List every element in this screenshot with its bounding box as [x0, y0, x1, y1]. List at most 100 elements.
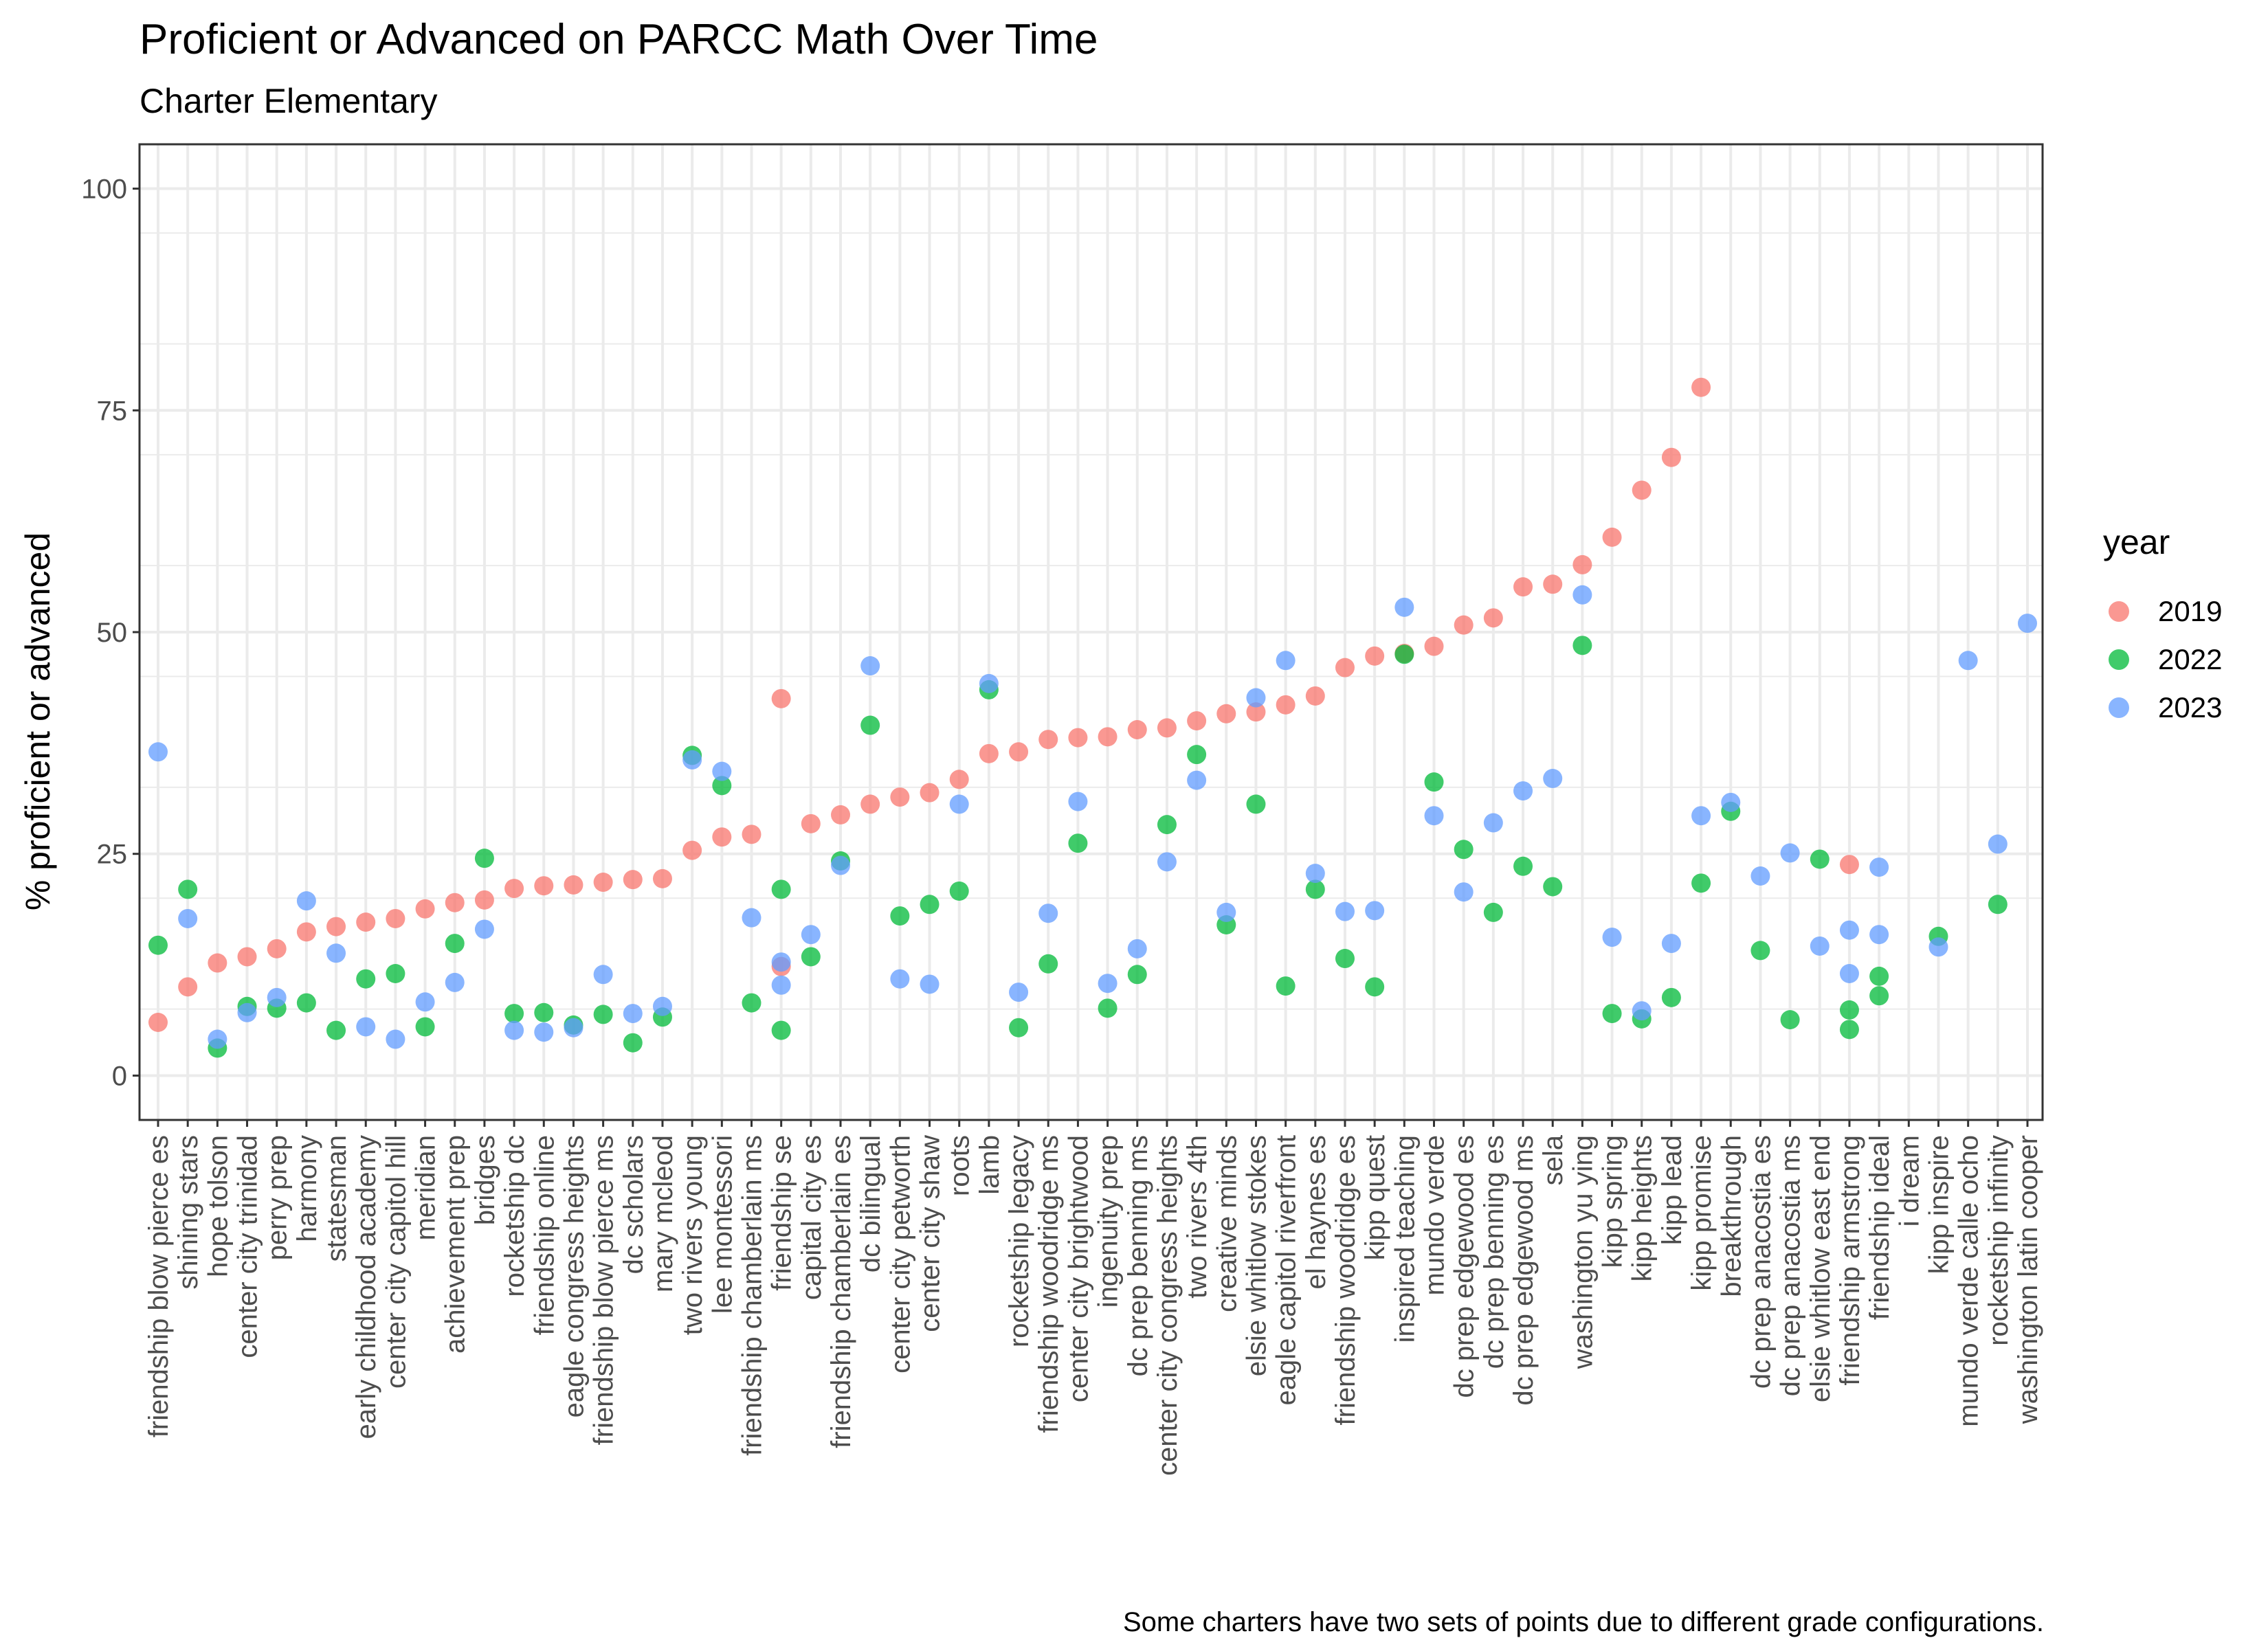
data-point-2023	[445, 972, 465, 992]
x-tick-label: rocketship dc	[500, 1135, 530, 1297]
data-point-2023	[1602, 928, 1622, 947]
data-point-2022	[1335, 949, 1355, 969]
legend-label-2022: 2022	[2158, 643, 2223, 675]
data-point-2019	[1839, 855, 1859, 875]
x-tick-label: friendship blow pierce ms	[589, 1135, 619, 1445]
data-point-2019	[534, 876, 554, 896]
data-point-2022	[1869, 986, 1889, 1006]
data-point-2019	[920, 783, 940, 803]
x-tick-label: eagle capitol riverfront	[1271, 1135, 1302, 1406]
data-point-2022	[1750, 941, 1770, 961]
x-tick-label: center city petworth	[885, 1135, 915, 1373]
x-tick-label: kipp inspire	[1924, 1135, 1954, 1274]
data-point-2022	[1661, 987, 1681, 1007]
x-tick-label: inspired teaching	[1390, 1135, 1420, 1343]
x-tick-label: creative minds	[1212, 1135, 1242, 1312]
data-point-2023	[178, 908, 198, 928]
x-tick-label: friendship armstrong	[1835, 1135, 1865, 1386]
legend-dot-2019	[2109, 601, 2129, 622]
data-point-2022	[593, 1005, 613, 1024]
data-point-2023	[1068, 792, 1088, 811]
data-point-2019	[652, 868, 672, 888]
data-point-2023	[801, 925, 821, 945]
data-point-2023	[1394, 597, 1414, 617]
data-point-2023	[682, 750, 702, 770]
x-tick-label: harmony	[292, 1135, 322, 1242]
data-point-2023	[504, 1020, 524, 1040]
x-tick-label: kipp quest	[1360, 1135, 1390, 1260]
data-point-2019	[712, 827, 732, 847]
data-point-2023	[208, 1029, 227, 1049]
x-tick-label: shining stars	[173, 1135, 203, 1290]
data-point-2023	[326, 943, 346, 963]
data-point-2019	[593, 873, 613, 893]
data-point-2019	[148, 1013, 168, 1032]
legend-title: year	[2103, 523, 2170, 561]
data-point-2023	[1098, 974, 1118, 994]
legend-item-2023: 2023	[2103, 684, 2222, 732]
data-point-2022	[1513, 856, 1533, 876]
data-point-2019	[237, 947, 257, 967]
data-point-2019	[504, 879, 524, 899]
data-point-2023	[831, 855, 851, 875]
chart-title: Proficient or Advanced on PARCC Math Ove…	[140, 16, 1098, 63]
data-point-2019	[1572, 554, 1592, 574]
x-tick-label: meridian	[411, 1135, 441, 1240]
data-point-2019	[415, 899, 435, 919]
data-point-2023	[1661, 934, 1681, 954]
legend-item-2022: 2022	[2103, 636, 2222, 684]
data-point-2023	[1127, 939, 1147, 958]
data-point-2022	[148, 935, 168, 955]
x-tick-label: perry prep	[263, 1135, 293, 1260]
x-tick-label: friendship chamberlain ms	[737, 1135, 767, 1456]
x-tick-label: i dream	[1894, 1135, 1924, 1226]
data-point-2023	[1572, 585, 1592, 605]
data-point-2019	[356, 912, 376, 932]
data-point-2023	[1038, 904, 1058, 923]
data-point-2019	[326, 917, 346, 936]
legend-dot-2022	[2109, 649, 2129, 670]
data-point-2023	[1187, 770, 1207, 790]
data-point-2019	[771, 688, 791, 708]
data-point-2022	[326, 1020, 346, 1040]
data-point-2019	[1246, 702, 1266, 722]
data-point-2022	[1483, 902, 1503, 922]
x-tick-label: friendship ideal	[1865, 1135, 1895, 1320]
data-point-2023	[1869, 857, 1889, 877]
data-point-2022	[1276, 976, 1296, 996]
data-point-2019	[949, 770, 969, 789]
data-point-2023	[148, 742, 168, 762]
data-point-2019	[445, 893, 465, 912]
x-tick-label: two rivers 4th	[1182, 1135, 1212, 1299]
data-point-2019	[1068, 728, 1088, 748]
data-point-2019	[890, 787, 910, 807]
x-tick-label: center city brightwood	[1063, 1135, 1093, 1402]
x-tick-label: elsie whitlow stokes	[1241, 1135, 1271, 1376]
x-tick-label: friendship se	[767, 1135, 797, 1291]
data-point-2022	[1869, 966, 1889, 986]
data-point-2022	[474, 849, 494, 868]
x-tick-label: washington latin cooper	[2013, 1135, 2043, 1424]
data-point-2023	[474, 919, 494, 939]
x-tick-label: rocketship legacy	[1004, 1135, 1034, 1347]
x-tick-label: kipp lead	[1657, 1135, 1687, 1245]
data-point-2023	[1958, 651, 1978, 671]
x-tick-label: mundo verde calle ocho	[1954, 1135, 1984, 1427]
data-point-2023	[1424, 806, 1444, 826]
data-point-2022	[1009, 1018, 1029, 1037]
data-point-2023	[1780, 843, 1800, 863]
x-tick-label: early childhood academy	[351, 1135, 381, 1439]
data-point-2023	[742, 908, 761, 928]
data-point-2023	[1365, 901, 1385, 921]
x-tick-label: dc prep anacostia es	[1746, 1135, 1776, 1389]
data-point-2022	[1187, 745, 1207, 765]
data-point-2023	[1216, 902, 1236, 922]
data-point-2022	[415, 1017, 435, 1037]
x-tick-label: dc prep edgewood ms	[1509, 1135, 1539, 1406]
data-point-2023	[1721, 792, 1741, 812]
x-tick-label: two rivers young	[678, 1135, 708, 1335]
data-point-2023	[356, 1017, 376, 1037]
data-point-2022	[1038, 954, 1058, 974]
data-point-2023	[771, 952, 791, 972]
